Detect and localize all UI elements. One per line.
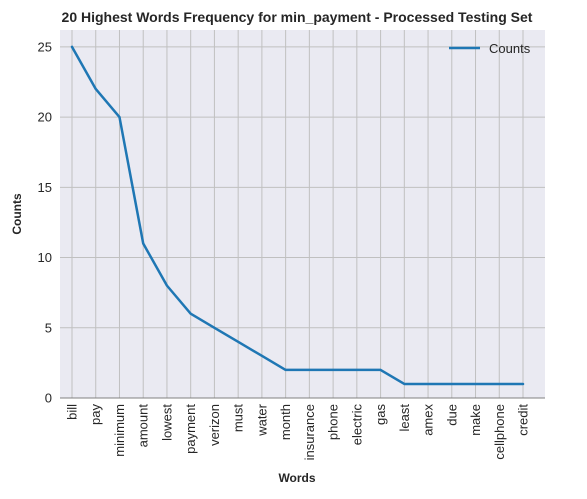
y-tick-label: 15 [38,180,52,195]
x-tick-label: month [278,404,293,440]
x-tick-label: cellphone [492,404,507,460]
x-tick-label: pay [88,404,103,425]
x-tick-label: verizon [207,404,222,446]
x-tick-label: water [254,403,269,436]
chart-title: 20 Highest Words Frequency for min_payme… [62,9,533,25]
x-tick-label: amex [421,404,436,436]
x-tick-label: bill [65,404,80,420]
y-tick-label: 20 [38,110,52,125]
x-tick-label: gas [373,404,388,425]
y-tick-label: 10 [38,250,52,265]
x-tick-label: credit [516,404,531,436]
x-tick-label: electric [349,404,364,446]
x-tick-label: payment [183,404,198,454]
x-tick-label: insurance [302,404,317,460]
y-axis-label: Counts [10,193,24,235]
y-tick-label: 5 [45,320,52,335]
x-tick-label: amount [136,404,151,448]
legend-label-counts: Counts [489,41,531,56]
y-axis-ticks: 0 5 10 15 20 25 [38,39,52,405]
y-tick-label: 25 [38,39,52,54]
x-tick-label: lowest [159,404,174,441]
y-tick-label: 0 [45,391,52,406]
x-tick-label: make [468,404,483,436]
x-tick-label: phone [326,404,341,440]
x-tick-label: least [397,404,412,432]
x-tick-label: minimum [112,404,127,457]
plot-background [60,30,545,398]
x-axis-label: Words [278,471,315,485]
x-tick-label: due [444,404,459,426]
x-tick-label: must [231,404,246,433]
